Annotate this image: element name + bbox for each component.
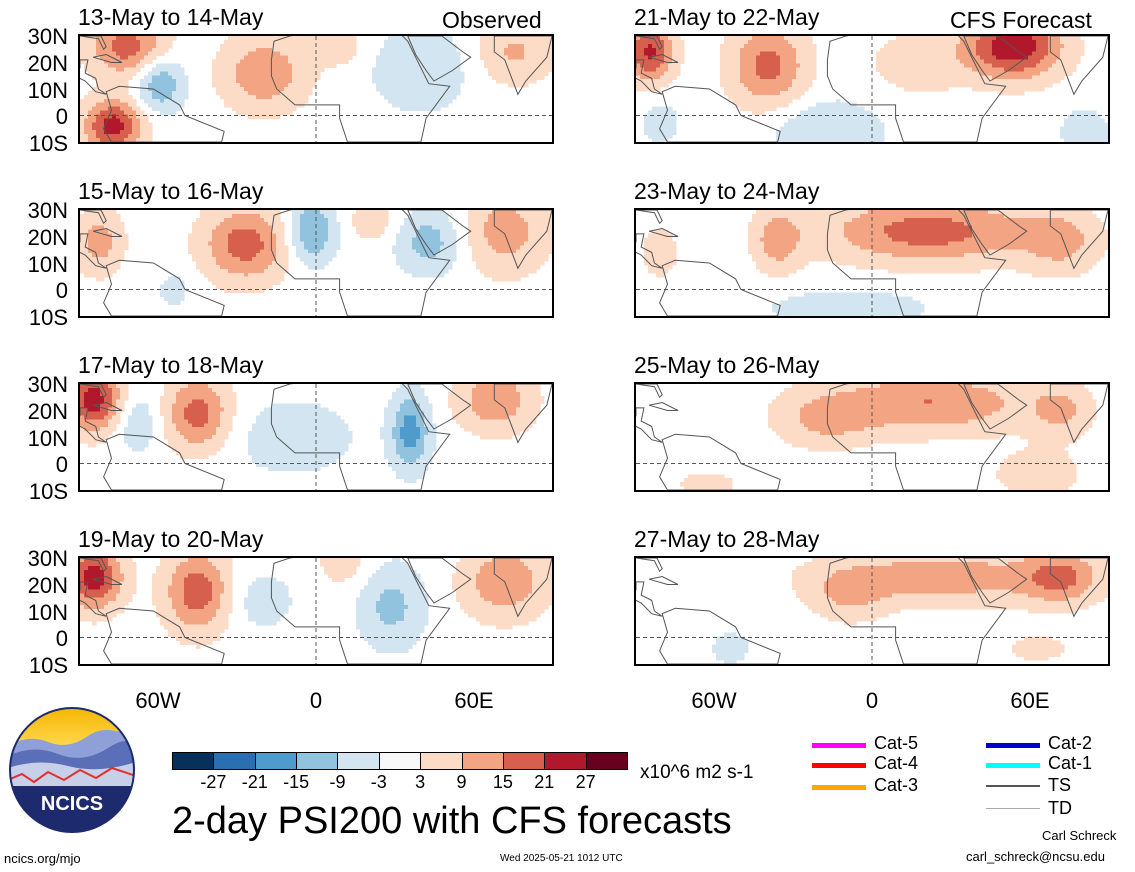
lat-label: 0 bbox=[55, 452, 68, 477]
lon-label-0-right: 0 bbox=[865, 688, 879, 713]
lat-label: 10S bbox=[28, 653, 68, 678]
legend-line-cat-1 bbox=[986, 763, 1040, 768]
colorbar-units: x10^6 m2 s-1 bbox=[640, 762, 754, 783]
lat-label: 20N bbox=[27, 573, 68, 598]
panel-title-4: 19-May to 20-May bbox=[78, 526, 264, 552]
lat-label: 10S bbox=[28, 479, 68, 504]
main-title: 2-day PSI200 with CFS forecasts bbox=[172, 800, 732, 842]
map-panel-4 bbox=[78, 556, 554, 666]
map-panel-8 bbox=[634, 556, 1110, 666]
lon-label-0-left: 0 bbox=[309, 688, 323, 713]
lat-label: 30N bbox=[27, 198, 68, 223]
panel-title-1: 13-May to 14-May bbox=[78, 4, 264, 30]
legend-label-cat-2: Cat-2 bbox=[1048, 733, 1093, 753]
colorbar-tick-label: -9 bbox=[329, 772, 346, 792]
colorbar-tick-label: 15 bbox=[492, 772, 513, 792]
legend-line-cat-3 bbox=[812, 785, 866, 790]
lat-label: 10S bbox=[28, 131, 68, 156]
cfs-forecast-label: CFS Forecast bbox=[950, 7, 1092, 33]
lat-label: 30N bbox=[27, 546, 68, 571]
lon-label-60e-right: 60E bbox=[1010, 688, 1050, 713]
panel-title-8: 27-May to 28-May bbox=[634, 526, 820, 552]
legend-label-cat-5: Cat-5 bbox=[874, 733, 919, 753]
lat-label: 30N bbox=[27, 24, 68, 49]
lat-label: 10N bbox=[27, 600, 68, 625]
map-panel-3 bbox=[78, 382, 554, 492]
anomaly-field bbox=[80, 384, 552, 490]
colorbar-cell bbox=[420, 752, 463, 770]
colorbar-cell bbox=[337, 752, 380, 770]
lat-label: 10S bbox=[28, 305, 68, 330]
ncics-logo: NCICS bbox=[9, 707, 135, 833]
lat-label: 0 bbox=[55, 104, 68, 129]
logo-text: NCICS bbox=[41, 793, 103, 815]
anomaly-field bbox=[636, 558, 1108, 664]
colorbar-tick-label: 21 bbox=[534, 772, 555, 792]
anomaly-field bbox=[636, 36, 1108, 142]
colorbar-tick-label: 9 bbox=[456, 772, 467, 792]
legend-label-td: TD bbox=[1048, 798, 1072, 818]
legend-line-ts bbox=[986, 785, 1040, 787]
colorbar-cell bbox=[544, 752, 587, 770]
map-panel-5 bbox=[634, 34, 1110, 144]
lat-label: 10N bbox=[27, 78, 68, 103]
lat-label: 20N bbox=[27, 51, 68, 76]
legend-label-cat-1: Cat-1 bbox=[1048, 753, 1093, 773]
lon-label-60w-right: 60W bbox=[691, 688, 737, 713]
legend-line-cat-5 bbox=[812, 743, 866, 748]
colorbar-cell bbox=[254, 752, 298, 770]
panel-title-3: 17-May to 18-May bbox=[78, 352, 264, 378]
author-name: Carl Schreck bbox=[1042, 828, 1117, 843]
panel-title-2: 15-May to 16-May bbox=[78, 178, 264, 204]
colorbar-cell bbox=[378, 752, 422, 770]
legend-label-ts: TS bbox=[1048, 775, 1072, 795]
lon-label-60w-left: 60W bbox=[135, 688, 181, 713]
map-panel-6 bbox=[634, 208, 1110, 318]
lat-label: 20N bbox=[27, 399, 68, 424]
colorbar-tick-label: -15 bbox=[283, 772, 310, 792]
lat-label: 0 bbox=[55, 278, 68, 303]
colorbar-tick-label: -27 bbox=[200, 772, 227, 792]
colorbar bbox=[172, 752, 628, 772]
colorbar-cell bbox=[213, 752, 256, 770]
legend-line-cat-2 bbox=[986, 743, 1040, 748]
panel-title-5: 21-May to 22-May bbox=[634, 4, 820, 30]
anomaly-field bbox=[636, 210, 1108, 316]
lat-label: 10N bbox=[27, 426, 68, 451]
lat-label: 0 bbox=[55, 626, 68, 651]
anomaly-field bbox=[80, 36, 552, 142]
lat-label: 30N bbox=[27, 372, 68, 397]
colorbar-cell bbox=[585, 752, 628, 770]
map-panel-1 bbox=[78, 34, 554, 144]
map-panel-2 bbox=[78, 208, 554, 318]
observed-label: Observed bbox=[442, 7, 542, 33]
legend-label-cat-3: Cat-3 bbox=[874, 775, 919, 795]
anomaly-field bbox=[636, 384, 1108, 490]
lat-label: 20N bbox=[27, 225, 68, 250]
panel-title-7: 25-May to 26-May bbox=[634, 352, 820, 378]
colorbar-cell bbox=[461, 752, 504, 770]
colorbar-tick-label: 3 bbox=[415, 772, 426, 792]
author-email: carl_schreck@ncsu.edu bbox=[966, 849, 1105, 864]
colorbar-cell bbox=[172, 752, 215, 770]
colorbar-cell bbox=[502, 752, 546, 770]
map-panel-7 bbox=[634, 382, 1110, 492]
colorbar-tick-label: -21 bbox=[241, 772, 268, 792]
panel-title-6: 23-May to 24-May bbox=[634, 178, 820, 204]
colorbar-tick-label: 27 bbox=[575, 772, 596, 792]
timestamp: Wed 2025-05-21 1012 UTC bbox=[500, 853, 623, 864]
lat-label: 10N bbox=[27, 252, 68, 277]
anomaly-field bbox=[80, 558, 552, 664]
legend-label-cat-4: Cat-4 bbox=[874, 753, 919, 773]
lon-label-60e-left: 60E bbox=[454, 688, 494, 713]
anomaly-field bbox=[80, 210, 552, 316]
legend-line-td bbox=[986, 808, 1040, 809]
colorbar-cell bbox=[296, 752, 339, 770]
website-link[interactable]: ncics.org/mjo bbox=[4, 851, 81, 866]
legend-line-cat-4 bbox=[812, 763, 866, 768]
colorbar-tick-label: -3 bbox=[370, 772, 387, 792]
